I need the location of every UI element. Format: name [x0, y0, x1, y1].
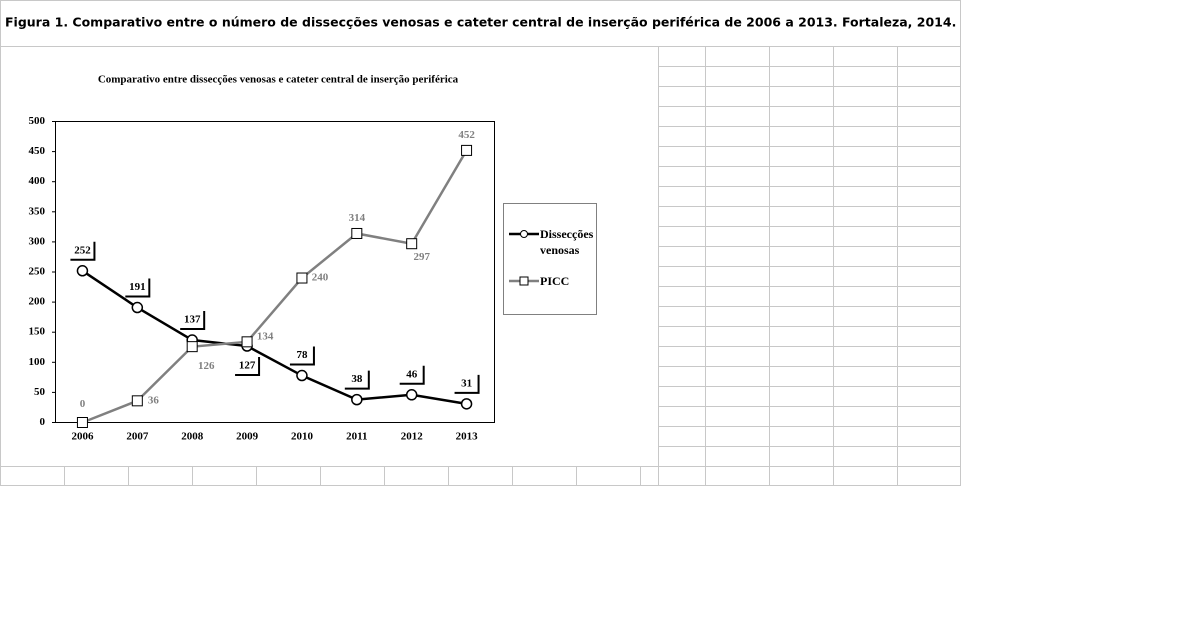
data-label: 452 [458, 129, 475, 141]
y-tick-label: 250 [29, 266, 46, 278]
point [461, 144, 473, 156]
data-label: 134 [257, 330, 274, 342]
point [351, 393, 363, 406]
label-frame [289, 346, 315, 366]
point [405, 389, 418, 401]
data-label: 46 [406, 368, 418, 380]
data-label: 126 [198, 360, 215, 372]
y-tick-label: 400 [29, 175, 46, 187]
x-tick-label: 2006 [71, 431, 94, 443]
data-label: 252 [74, 244, 91, 256]
x-tick-label: 2011 [346, 431, 367, 443]
label-frame [180, 311, 206, 331]
x-tick-label: 2009 [236, 431, 259, 443]
x-tick-label: 2008 [181, 431, 204, 443]
data-label: 0 [80, 398, 86, 410]
legend-label: Dissecções venosas [540, 227, 594, 257]
y-tick-label: 200 [29, 296, 46, 308]
data-label: 297 [413, 251, 430, 263]
y-tick-label: 100 [29, 356, 46, 368]
point [76, 265, 89, 277]
point [186, 341, 198, 353]
legend-mark [520, 230, 528, 238]
point [460, 398, 473, 410]
y-tick-label: 450 [29, 145, 46, 157]
data-label: 38 [351, 373, 363, 385]
y-tick-label: 500 [29, 115, 46, 127]
sheet-border [0, 0, 961, 486]
sheet-grid [0, 0, 961, 486]
data-label: 31 [461, 377, 472, 389]
label-frame [399, 365, 425, 385]
legend-label: PICC [540, 274, 570, 288]
data-label: 127 [239, 360, 256, 372]
x-tick-label: 2012 [401, 431, 424, 443]
y-tick-label: 350 [29, 205, 46, 217]
x-tick-label: 2010 [291, 431, 314, 443]
y-tick-label: 150 [29, 326, 46, 338]
y-tick-label: 300 [29, 235, 46, 247]
point [296, 272, 308, 284]
data-label: 314 [349, 212, 366, 224]
y-tick-label: 50 [34, 386, 46, 398]
x-tick-label: 2007 [126, 431, 149, 443]
data-label: 240 [312, 272, 329, 284]
series-line [81, 269, 467, 406]
point [351, 227, 363, 239]
legend-swatch [509, 230, 539, 238]
chart-title: Comparativo entre dissecções venosas e c… [98, 74, 459, 86]
figure-caption: Figura 1. Comparativo entre o número de … [5, 15, 956, 30]
data-label: 191 [129, 281, 146, 293]
x-tick-label: 2013 [456, 431, 479, 443]
y-tick-label: 0 [40, 416, 46, 428]
point [131, 301, 144, 314]
label-frame [70, 241, 96, 261]
label-frame [235, 357, 261, 377]
plot-area [55, 121, 495, 423]
point [406, 238, 418, 250]
label-frame [344, 370, 370, 390]
point [296, 369, 308, 382]
series-line [81, 149, 468, 424]
point [241, 336, 253, 348]
point [76, 417, 88, 428]
legend-swatch [509, 276, 539, 286]
label-frame [454, 374, 480, 394]
legend-mark [519, 276, 529, 286]
data-label: 36 [148, 394, 160, 406]
label-frame [125, 278, 151, 298]
data-label: 137 [184, 314, 201, 326]
data-label: 78 [296, 349, 308, 361]
legend: Dissecções venosas PICC [503, 203, 597, 315]
point [131, 395, 143, 407]
